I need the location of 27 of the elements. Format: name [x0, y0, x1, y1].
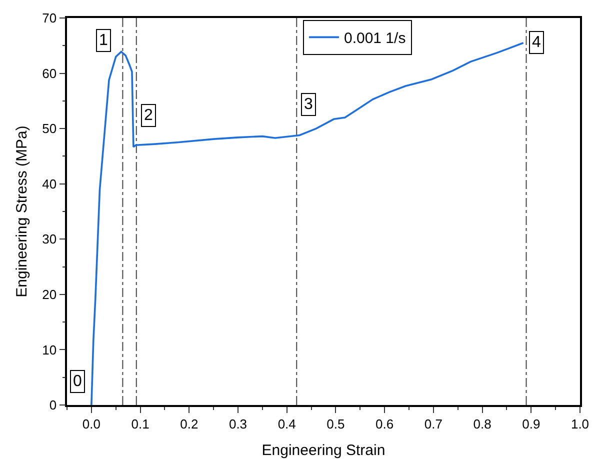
x-tick-label: 0.0: [82, 416, 100, 432]
x-tick-label: 0.1: [131, 416, 150, 432]
x-tick-label: 0.4: [278, 416, 296, 432]
x-axis-title: Engineering Strain: [262, 442, 386, 459]
x-tick-label: 0.3: [228, 416, 248, 432]
annotation: 4: [532, 34, 541, 51]
x-tick-label: 0.9: [522, 416, 540, 432]
y-tick-label: 50: [42, 121, 57, 136]
annotation: 2: [144, 107, 153, 124]
annotation: 1: [99, 32, 108, 49]
y-tick-label: 0: [49, 398, 57, 413]
annotation: 0: [73, 373, 82, 390]
y-tick-label: 30: [42, 232, 57, 247]
x-tick-label: 0.2: [180, 416, 198, 432]
x-tick-label: 0.6: [376, 416, 394, 432]
y-tick-label: 70: [42, 10, 57, 26]
x-tick-label: 0.8: [473, 416, 492, 432]
x-tick-label: 1.0: [570, 416, 590, 432]
x-tick-label: 0.7: [424, 416, 442, 432]
annotation: 3: [304, 96, 313, 113]
y-tick-label: 20: [42, 286, 57, 302]
y-tick-label: 60: [42, 66, 57, 81]
y-tick-label: 40: [42, 176, 57, 192]
y-axis-title: Engineering Stress (MPa): [14, 126, 30, 298]
x-tick-label: 0.5: [326, 416, 345, 432]
y-tick-label: 10: [42, 342, 57, 358]
legend-label: 0.001 1/s: [344, 30, 406, 48]
